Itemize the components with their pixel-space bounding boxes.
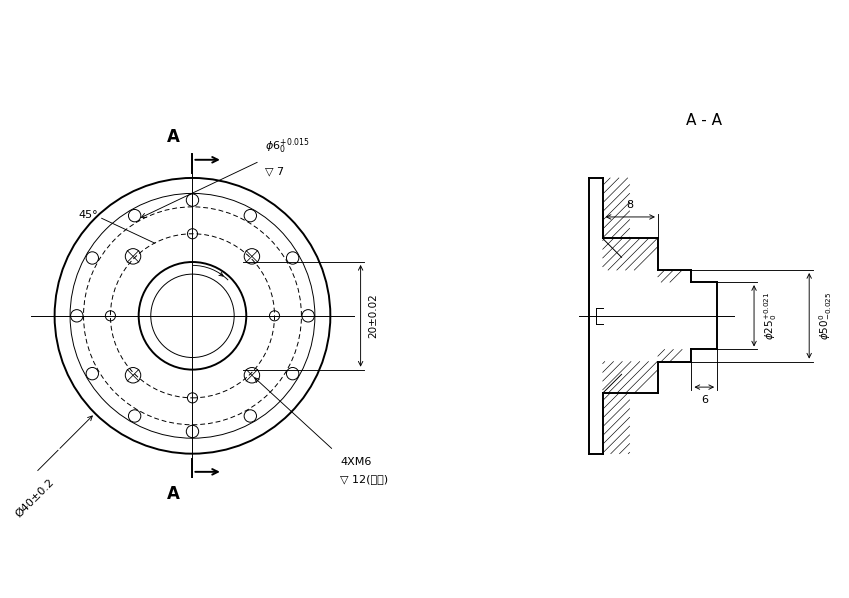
Text: $\phi$6$^{+0.015}_{0}$: $\phi$6$^{+0.015}_{0}$ [265, 136, 310, 155]
Text: $\phi$50$^{0}_{-0.025}$: $\phi$50$^{0}_{-0.025}$ [818, 292, 834, 340]
Text: ▽ 7: ▽ 7 [265, 166, 284, 176]
Text: A: A [167, 486, 180, 504]
Text: 4XM6: 4XM6 [340, 457, 372, 467]
Text: 8: 8 [627, 200, 634, 210]
Text: 20±0.02: 20±0.02 [368, 294, 379, 338]
Text: 6: 6 [700, 395, 708, 405]
Text: A - A: A - A [686, 113, 722, 129]
Text: ▽ 12(螺纹): ▽ 12(螺纹) [340, 474, 389, 484]
Text: A: A [167, 129, 180, 147]
Text: $\phi$25$^{+0.021}_{0}$: $\phi$25$^{+0.021}_{0}$ [762, 292, 779, 340]
Text: Ø40±0.2: Ø40±0.2 [14, 477, 56, 520]
Text: 45°: 45° [78, 210, 98, 220]
